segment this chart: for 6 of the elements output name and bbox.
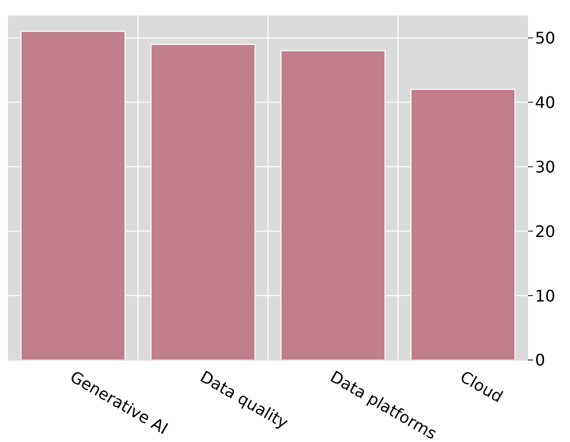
y-tick-label: 30 xyxy=(535,157,556,176)
y-tick-label: 40 xyxy=(535,92,556,112)
y-tick-label: 0 xyxy=(535,350,546,370)
y-tick-label: 10 xyxy=(535,286,556,306)
y-tick-label: 20 xyxy=(535,222,556,241)
y-tick-label: 50 xyxy=(535,28,556,48)
